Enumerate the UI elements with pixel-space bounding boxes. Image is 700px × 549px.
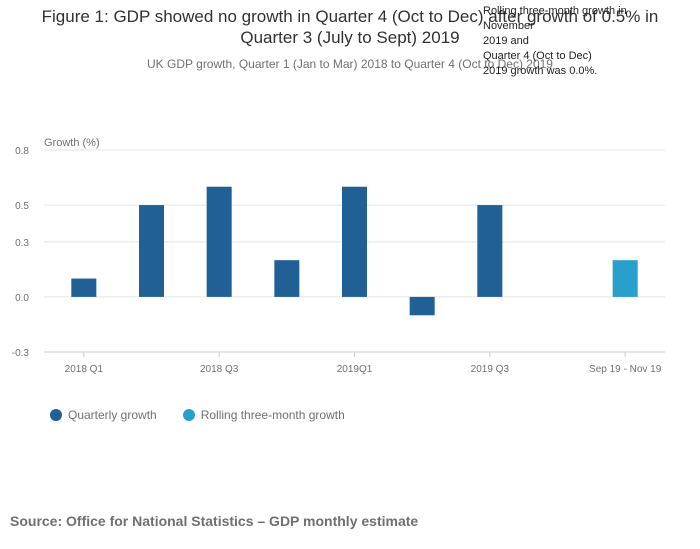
bars (71, 186, 638, 316)
y-tick-label: -0.3 (12, 348, 30, 359)
y-tick-label: 0.5 (15, 201, 29, 212)
legend-item-quarterly[interactable]: Quarterly growth (50, 408, 157, 422)
x-axis-ticks: 2018 Q1 2018 Q3 2019Q1 2019 Q3 Sep 19 - Nov … (65, 352, 662, 375)
x-tick-label: 2018 Q3 (200, 364, 239, 375)
x-tick-label: 2019Q1 (337, 364, 373, 375)
bar-2018-q2[interactable] (139, 205, 164, 297)
legend-label-quarterly: Quarterly growth (68, 408, 157, 422)
y-axis-ticks: -0.3 0.0 0.3 0.5 0.8 (12, 146, 30, 359)
y-tick-label: 0.3 (15, 238, 29, 249)
bar-2019-q2[interactable] (409, 296, 435, 316)
bar-2019-q3[interactable] (477, 205, 503, 297)
legend-item-rolling[interactable]: Rolling three-month growth (182, 408, 345, 422)
legend-label-rolling: Rolling three-month growth (200, 408, 345, 422)
y-tick-label: 0.0 (15, 293, 29, 304)
bar-2018-q1[interactable] (71, 278, 97, 297)
bar-2018-q4[interactable] (274, 260, 300, 297)
legend-dot-rolling (182, 409, 195, 421)
x-tick-label: Sep 19 - Nov 19 (589, 364, 662, 375)
legend: Quarterly growth Rolling three-month gro… (50, 408, 345, 422)
chart-title: Figure 1: GDP showed no growth in Quarte… (41, 7, 659, 47)
bar-2019q1[interactable] (342, 186, 367, 297)
legend-dot-quarterly (50, 409, 62, 421)
bar-sep-19---nov-19[interactable] (612, 260, 638, 297)
x-tick-label: 2018 Q1 (65, 364, 104, 375)
x-tick-label: 2019 Q3 (471, 364, 510, 375)
chart-annotation: Rolling three-month growth in November 2… (483, 5, 627, 77)
y-axis-label: Growth (%) (44, 137, 100, 149)
chart-subtitle: UK GDP growth, Quarter 1 (Jan to Mar) 20… (147, 57, 553, 71)
bar-2018-q3[interactable] (206, 186, 232, 297)
y-tick-label: 0.8 (15, 146, 29, 157)
source-note: Source: Office for National Statistics –… (10, 513, 419, 529)
